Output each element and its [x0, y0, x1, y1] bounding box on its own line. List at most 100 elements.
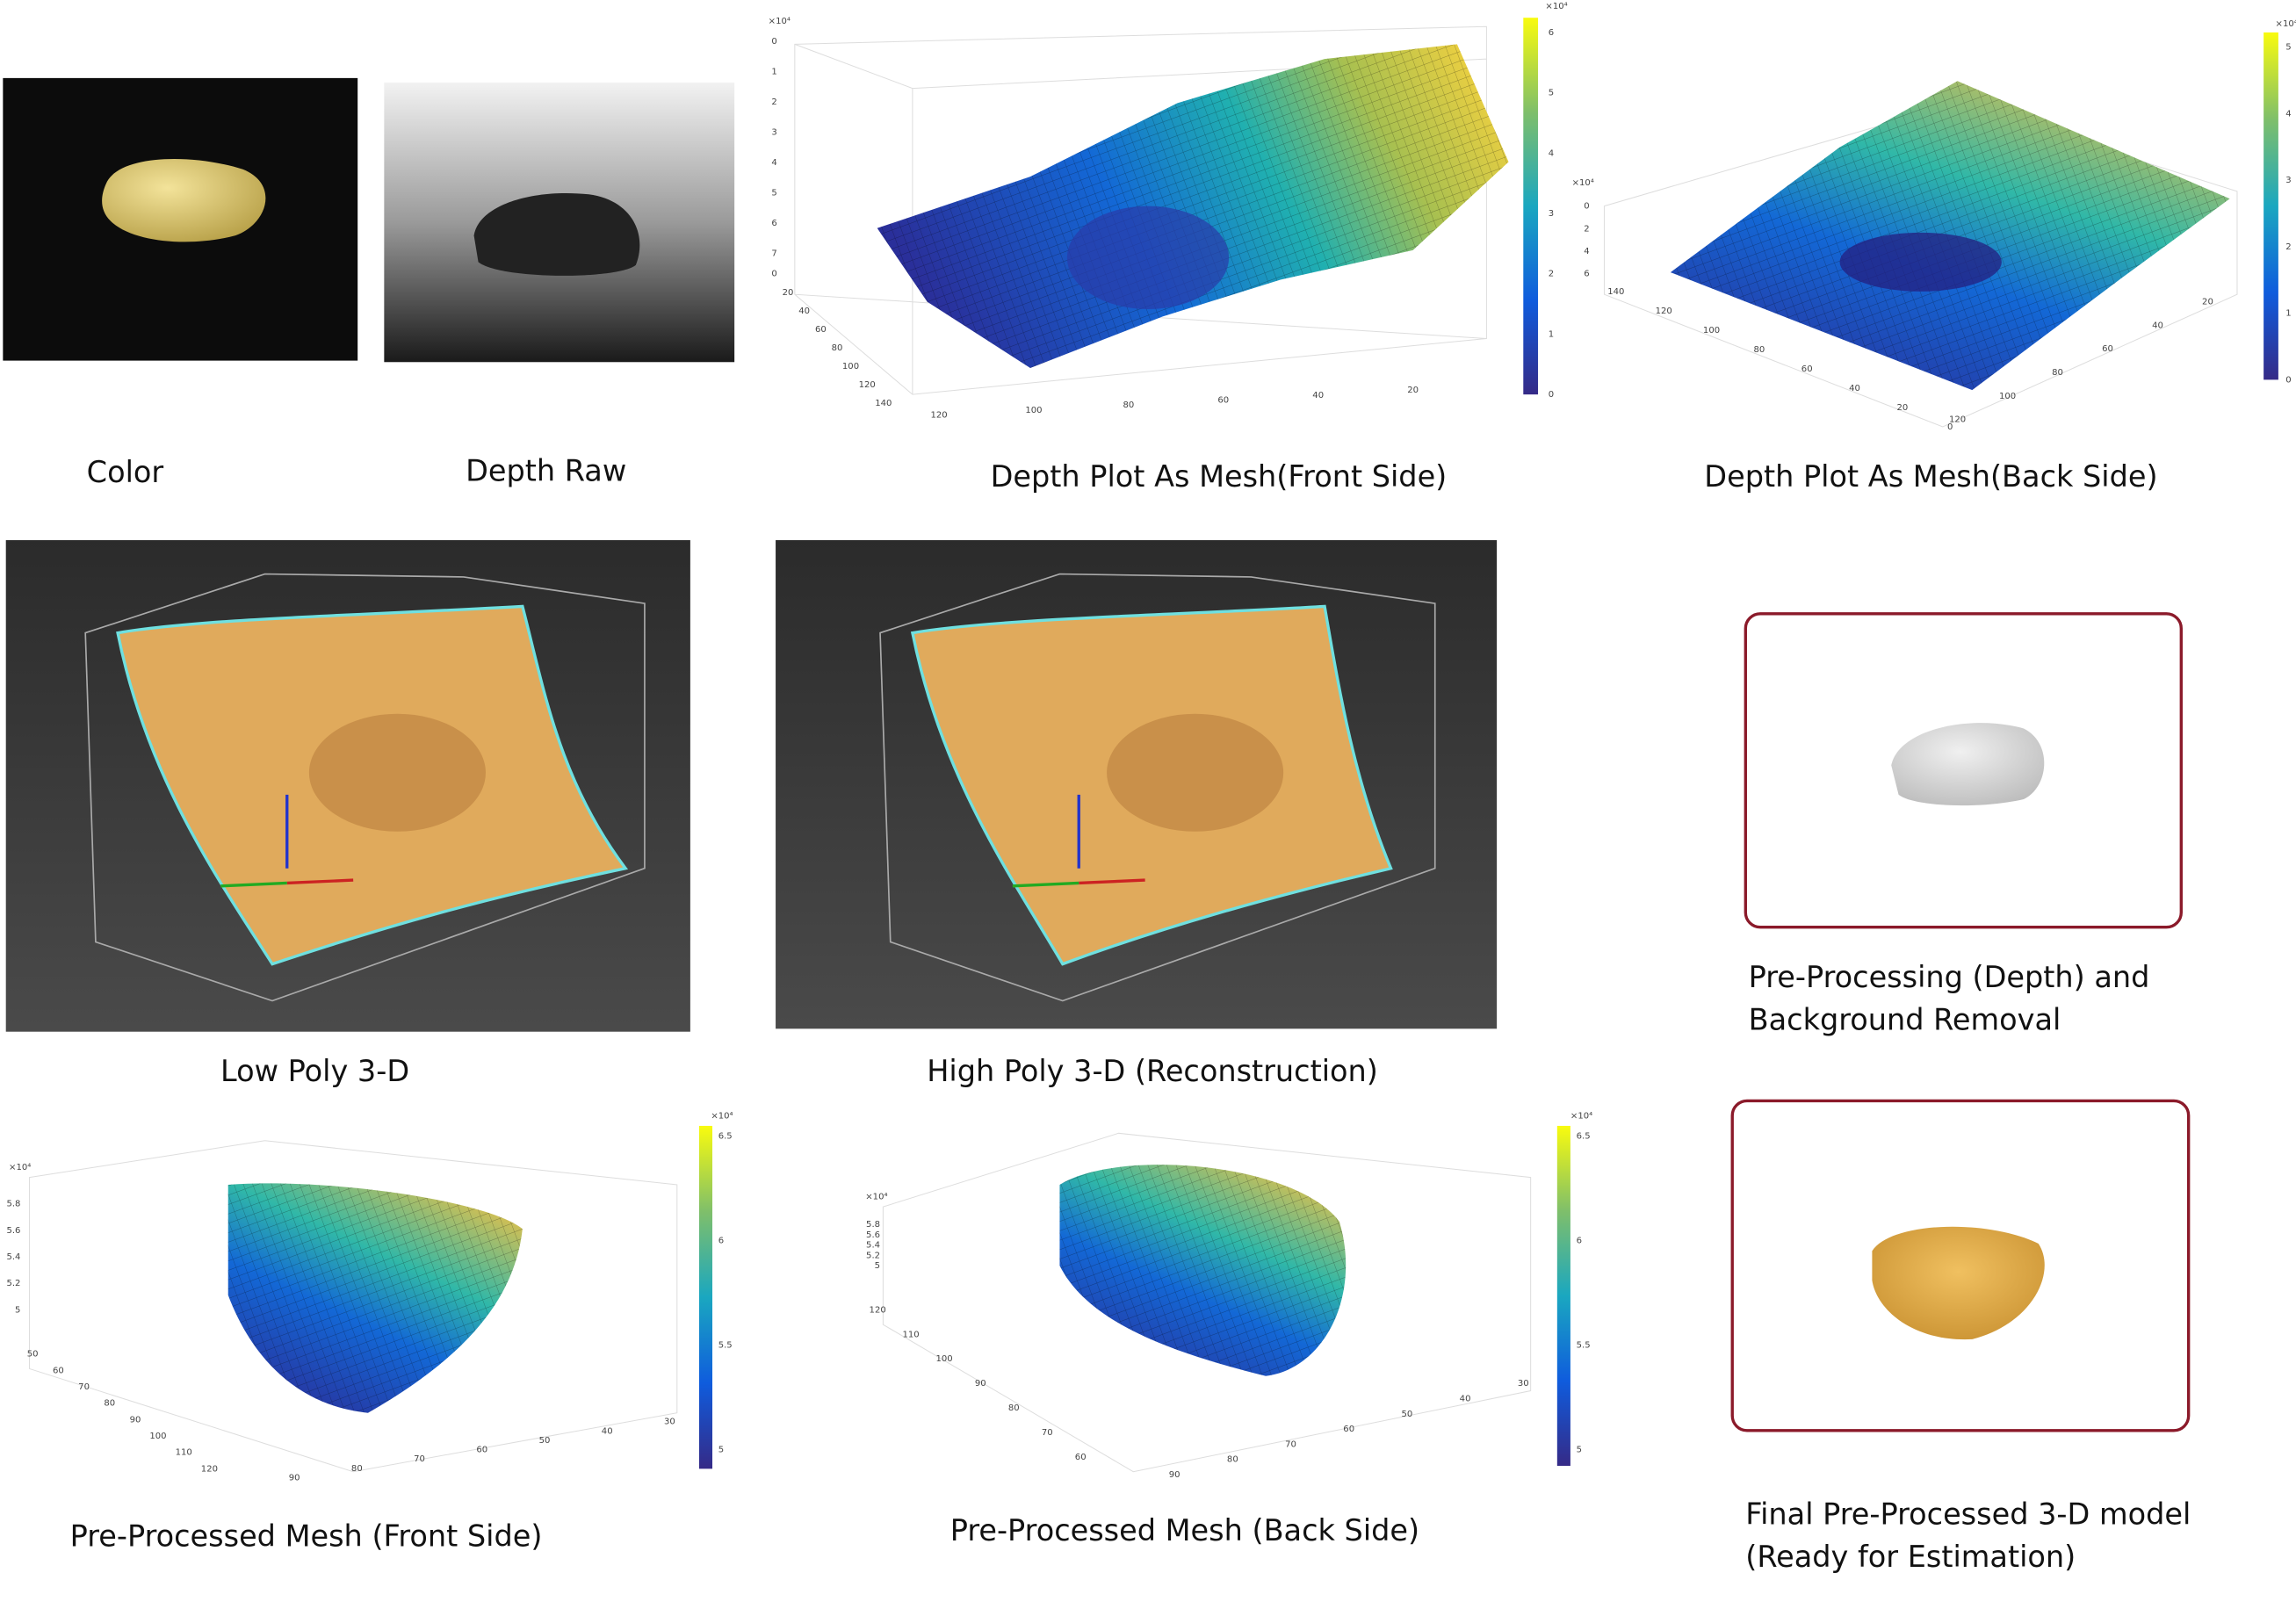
colorbar-tick-label: 6.5	[1577, 1132, 1591, 1142]
axis-tick-label: 80	[832, 343, 843, 353]
axis-tick-label: 120	[201, 1464, 218, 1474]
caption: Color	[87, 455, 164, 489]
axis-tick-label: 100	[842, 362, 859, 372]
low-poly-view	[5, 540, 690, 1032]
mesh-back-plot	[1603, 32, 2278, 428]
axis-tick-label: 100	[1703, 326, 1720, 335]
axis-tick-label: 50	[539, 1436, 551, 1446]
colorbar-tick-label: 1	[1549, 329, 1554, 339]
caption: Depth Plot As Mesh(Front Side)	[991, 459, 1448, 494]
caption: Depth Plot As Mesh(Back Side)	[1704, 459, 2157, 494]
axis-tick-label: 140	[1607, 287, 1624, 297]
axis-tick-label: 5.6	[866, 1230, 880, 1240]
mesh-front-plot	[794, 18, 1539, 395]
axis-exponent: ×10⁴	[865, 1193, 887, 1202]
caption: Low Poly 3-D	[220, 1054, 409, 1088]
axis-tick-label: 5.4	[866, 1241, 880, 1251]
axis-tick-label: 50	[27, 1350, 39, 1360]
axis-tick-label: 5.6	[6, 1226, 20, 1236]
high-poly-view	[776, 540, 1498, 1029]
axis-tick-label: 20	[783, 288, 794, 298]
axis-tick-label: 0	[771, 270, 776, 279]
axis-tick-label: 5.2	[6, 1279, 20, 1288]
colorbar-tick-label: 5	[1577, 1446, 1582, 1455]
colorbar-tick-label: 0	[1549, 390, 1554, 400]
axis-tick-label: 20	[1407, 386, 1419, 395]
axis-tick-label: 80	[1008, 1403, 1020, 1413]
caption: Depth Raw	[466, 453, 626, 487]
color-image	[3, 77, 358, 361]
depth-raw-image	[384, 82, 735, 363]
colorbar-tick-label: 5	[1549, 89, 1554, 98]
axis-tick-label: 80	[1123, 400, 1134, 410]
axis-tick-label: 90	[975, 1379, 986, 1389]
axis-tick-label: 70	[1042, 1428, 1053, 1438]
colorbar-tick-label: 5.5	[1577, 1341, 1591, 1351]
axis-tick-label: 100	[1025, 406, 1042, 415]
axis-tick-label: 50	[1402, 1410, 1413, 1419]
axis-tick-label: 90	[289, 1473, 300, 1483]
caption: High Poly 3-D (Reconstruction)	[927, 1054, 1378, 1088]
colorbar-tick-label: 5	[718, 1446, 724, 1455]
axis-tick-label: 80	[1227, 1455, 1238, 1465]
axis-tick-label: 4	[1584, 247, 1589, 256]
colorbar-tick-label: 1	[2285, 309, 2291, 319]
caption: Background Removal	[1749, 1002, 2061, 1036]
axis-tick-label: 5	[15, 1305, 20, 1315]
caption: Pre-Processing (Depth) and	[1749, 960, 2150, 994]
axis-tick-label: 70	[78, 1382, 90, 1392]
axis-tick-label: 1	[771, 67, 776, 76]
colorbar-tick-label: 6	[718, 1237, 724, 1246]
axis-tick-label: 60	[2102, 344, 2113, 354]
axis-tick-label: 120	[1656, 307, 1672, 316]
caption: Final Pre-Processed 3-D model	[1745, 1497, 2191, 1531]
axis-tick-label: 20	[1896, 403, 1908, 413]
axis-tick-label: 70	[414, 1454, 425, 1464]
axis-exponent: ×10⁴	[769, 17, 791, 26]
colorbar-exponent: ×10⁴	[1545, 2, 1567, 11]
axis-tick-label: 110	[176, 1448, 192, 1458]
axis-tick-label: 60	[53, 1366, 64, 1375]
colorbar-tick-label: 2	[1549, 270, 1554, 279]
axis-tick-label: 5	[875, 1261, 880, 1271]
colorbar-tick-label: 6	[1549, 28, 1554, 38]
axis-tick-label: 100	[1999, 392, 2016, 401]
axis-tick-label: 30	[1518, 1379, 1529, 1389]
axis-tick-label: 5.8	[866, 1220, 880, 1230]
axis-tick-label: 0	[1947, 422, 1953, 432]
colorbar-exponent: ×10⁴	[711, 1112, 733, 1122]
axis-tick-label: 60	[476, 1446, 487, 1455]
colorbar-exponent: ×10⁴	[2276, 19, 2296, 29]
prepro-front-plot	[29, 1125, 713, 1473]
axis-tick-label: 60	[1075, 1453, 1087, 1462]
background-removal-view	[1744, 612, 2183, 929]
caption: Pre-Processed Mesh (Back Side)	[950, 1513, 1419, 1547]
axis-exponent: ×10⁴	[9, 1163, 31, 1172]
caption: Pre-Processed Mesh (Front Side)	[70, 1519, 543, 1554]
colorbar-tick-label: 4	[2285, 109, 2291, 119]
axis-tick-label: 40	[1460, 1394, 1471, 1403]
colorbar-tick-label: 2	[2285, 242, 2291, 252]
axis-tick-label: 40	[602, 1426, 613, 1436]
axis-tick-label: 5.8	[6, 1200, 20, 1209]
axis-tick-label: 40	[798, 307, 810, 316]
axis-tick-label: 60	[1217, 396, 1229, 406]
axis-tick-label: 100	[936, 1354, 953, 1364]
colorbar-tick-label: 3	[1549, 209, 1554, 219]
axis-tick-label: 7	[771, 249, 776, 258]
axis-tick-label: 6	[1584, 270, 1589, 279]
axis-tick-label: 40	[1312, 391, 1324, 400]
axis-tick-label: 120	[859, 380, 876, 390]
axis-tick-label: 40	[2152, 321, 2163, 330]
axis-tick-label: 4	[771, 158, 776, 168]
axis-tick-label: 110	[903, 1330, 920, 1339]
axis-tick-label: 60	[1801, 364, 1813, 374]
prepro-back-plot	[882, 1125, 1570, 1473]
axis-tick-label: 70	[1285, 1439, 1296, 1449]
axis-tick-label: 100	[149, 1432, 166, 1441]
axis-tick-label: 5.2	[866, 1251, 880, 1260]
axis-tick-label: 60	[815, 325, 827, 335]
axis-tick-label: 20	[2202, 298, 2213, 307]
final-model-view	[1730, 1099, 2191, 1432]
